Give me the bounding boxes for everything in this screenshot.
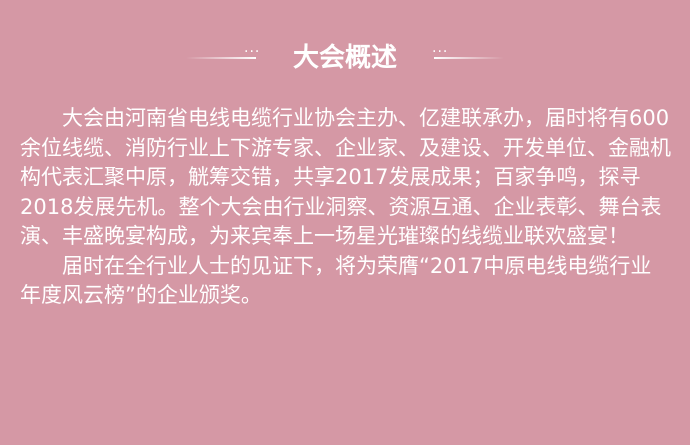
- section-header: ··· 大会概述 ···: [0, 36, 690, 80]
- decorative-dots-left: ···: [244, 44, 261, 60]
- decorative-dots-right: ···: [432, 44, 449, 60]
- overview-paragraph-1: 大会由河南省电线电缆行业协会主办、亿建联承办，届时将有600余位线缆、消防行业上…: [20, 106, 671, 248]
- overview-paragraph-2: 届时在全行业人士的见证下，将为荣膺“2017中原电线电缆行业年度风云榜”的企业颁…: [20, 253, 652, 308]
- overview-content: 大会由河南省电线电缆行业协会主办、亿建联承办，届时将有600余位线缆、消防行业上…: [20, 104, 672, 311]
- section-title: 大会概述: [292, 43, 397, 73]
- decorative-line-left: [186, 57, 256, 59]
- decorative-line-right: [434, 57, 504, 59]
